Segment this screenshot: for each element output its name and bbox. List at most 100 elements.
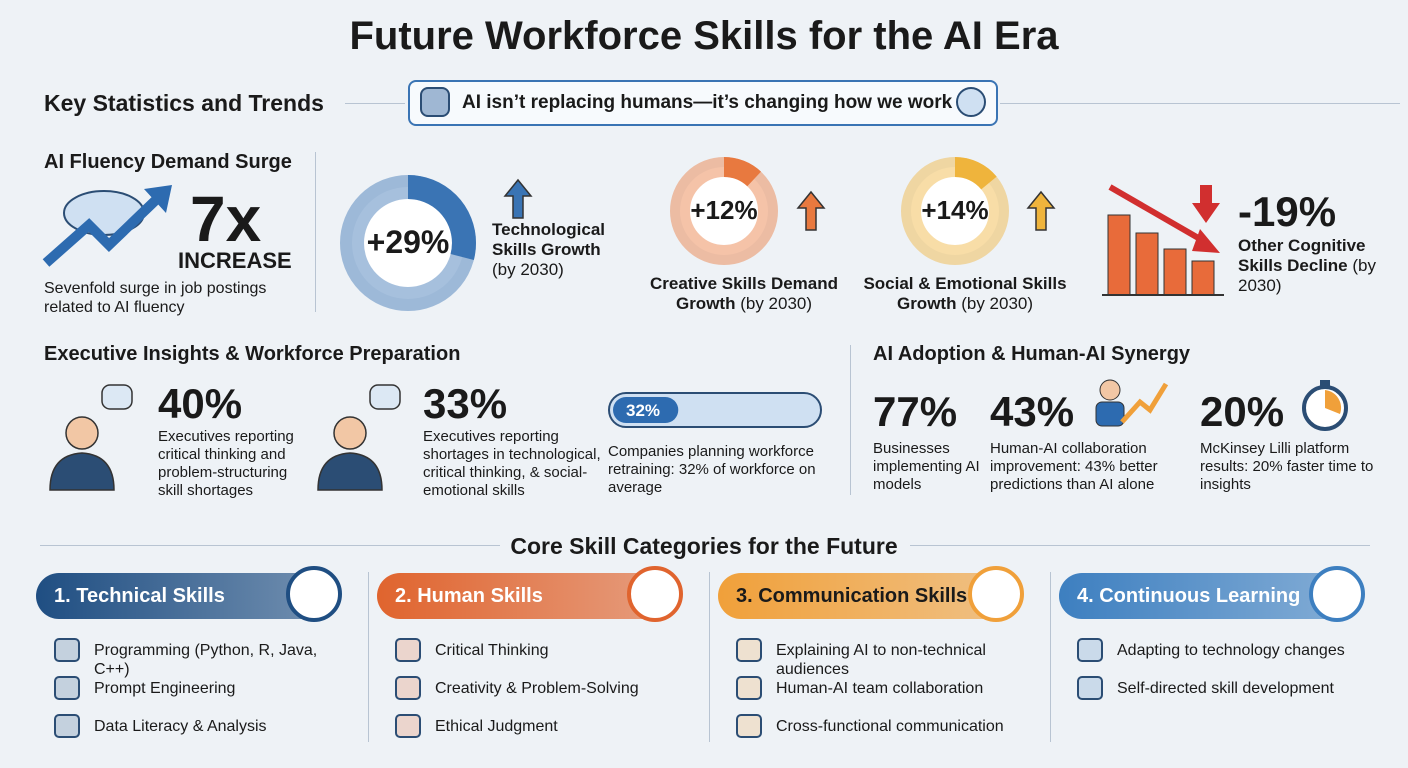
icon-bar [1107, 214, 1131, 296]
robot-icon [420, 87, 450, 117]
growth-text: Social & Emotional Skills Growth (by 203… [850, 274, 1080, 314]
surge-arrow [42, 193, 163, 267]
divider [1000, 103, 1400, 104]
skill-item: Self-directed skill development [1117, 680, 1334, 697]
growth-note: (by 2030) [961, 294, 1034, 313]
head [65, 416, 99, 450]
donut-arc [340, 175, 476, 311]
decline-name: Other Cognitive Skills Decline [1238, 236, 1366, 275]
item-icon [54, 638, 80, 662]
growth-note: (by 2030) [740, 294, 813, 313]
skill-item: Critical Thinking [435, 642, 549, 659]
category-title: 3. Communication Skills [736, 585, 968, 607]
item-icon [736, 638, 762, 662]
brain-icon [956, 87, 986, 117]
skill-item: Prompt Engineering [94, 680, 236, 697]
banner-text: AI isn’t replacing humans—it’s changing … [462, 92, 953, 113]
item-icon [1077, 638, 1103, 662]
item-icon [395, 638, 421, 662]
bubble [101, 384, 133, 410]
executive-heading: Executive Insights & Workforce Preparati… [44, 343, 461, 365]
divider [910, 545, 1370, 546]
skill-item: Ethical Judgment [435, 718, 558, 735]
icon-bar [1191, 260, 1215, 296]
item-icon [736, 714, 762, 738]
stat-text: Businesses implementing AI models [873, 440, 980, 493]
surge-icon [42, 185, 172, 267]
fluency-stat: 7x [190, 183, 262, 255]
body [317, 452, 383, 491]
donut [901, 157, 1009, 265]
progress-text: Companies planning workforce retraining:… [608, 443, 816, 496]
growth-name: Social & Emotional Skills Growth [863, 274, 1067, 313]
divider [850, 345, 851, 495]
category-icon [286, 566, 342, 622]
skill-item: Explaining AI to non-technical audiences [776, 642, 986, 678]
head [1099, 379, 1121, 401]
arrow-head [144, 185, 172, 213]
growth-text: Technological Skills Growth (by 2030) [492, 220, 622, 280]
donut-label: +29% [366, 223, 450, 260]
person-icon [49, 384, 133, 491]
skill-item: Cross-functional communication [776, 718, 1004, 735]
skill-item: Creativity & Problem-Solving [435, 680, 639, 697]
stat: 77% [873, 388, 958, 435]
fluency-stat-label: INCREASE [178, 248, 292, 273]
item-icon [54, 676, 80, 700]
donut-arc [901, 157, 1009, 265]
divider [709, 572, 710, 742]
donut-label: +12% [690, 195, 758, 226]
adoption-heading: AI Adoption & Human-AI Synergy [873, 343, 1191, 365]
category-title: 1. Technical Skills [54, 585, 225, 607]
stat-text: McKinsey Lilli platform results: 20% fas… [1200, 440, 1374, 493]
stat-text: Executives reporting shortages in techno… [423, 428, 601, 499]
item-icon [1077, 676, 1103, 700]
crown [1320, 380, 1330, 386]
stat-text: Executives reporting critical thinking a… [158, 428, 294, 499]
skill-item: Programming (Python, R, Java, C++) [94, 642, 318, 678]
divider [345, 103, 405, 104]
up-arrow [503, 178, 533, 219]
fluency-heading: AI Fluency Demand Surge [44, 151, 292, 173]
page-title: Future Workforce Skills for the AI Era [349, 14, 1059, 58]
trend [1120, 382, 1169, 424]
decline-icon [1102, 184, 1224, 296]
category-title: 4. Continuous Learning [1077, 585, 1301, 607]
section-heading: Key Statistics and Trends [44, 90, 324, 116]
growth-note: (by 2030) [492, 260, 564, 279]
icon-bar [1135, 232, 1159, 296]
bubble [369, 384, 401, 410]
stat: 40% [158, 380, 243, 427]
up-arrow [1026, 190, 1056, 231]
collab-icon [1095, 379, 1169, 427]
stat: 20% [1200, 388, 1285, 435]
donut [340, 175, 476, 311]
category-icon [968, 566, 1024, 622]
decline-text: Other Cognitive Skills Decline (by 2030) [1238, 236, 1378, 296]
donut-arc [670, 157, 778, 265]
growth-name: Technological Skills Growth [492, 220, 606, 259]
decline-note: (by 2030) [1238, 256, 1376, 295]
arrow-head [1192, 229, 1220, 253]
category-header [718, 573, 1008, 619]
donut [670, 157, 778, 265]
head [333, 416, 367, 450]
item-icon [395, 714, 421, 738]
divider [315, 152, 316, 312]
divider [40, 545, 500, 546]
donut-label: +14% [921, 195, 989, 226]
divider [1050, 572, 1051, 742]
divider [368, 572, 369, 742]
growth-text: Creative Skills Demand Growth (by 2030) [624, 274, 864, 314]
stopwatch-icon [1302, 380, 1348, 431]
down-arrow [1192, 185, 1220, 223]
category-header [1059, 573, 1349, 619]
arrow [1026, 190, 1056, 231]
item-icon [395, 676, 421, 700]
category-header [36, 573, 326, 619]
category-header [377, 573, 667, 619]
stat: 33% [423, 380, 508, 427]
up-arrow [796, 190, 826, 231]
arrow [796, 190, 826, 231]
